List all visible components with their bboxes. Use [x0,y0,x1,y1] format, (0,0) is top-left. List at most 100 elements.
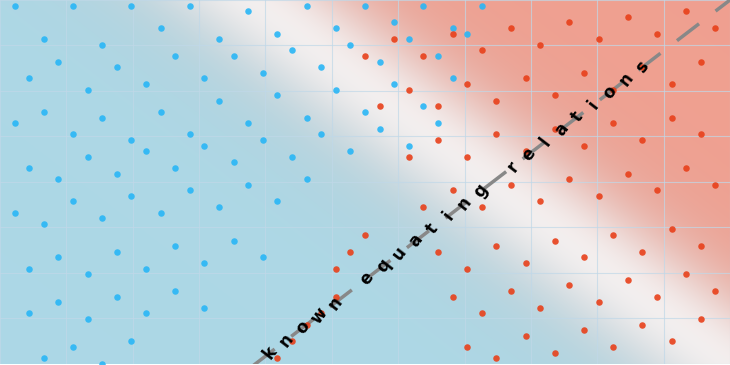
Point [257,137,269,143]
Point [607,87,619,92]
Point [695,316,707,322]
Point [578,254,590,260]
Point [257,254,269,260]
Point [38,36,50,42]
Text: n: n [275,330,297,350]
Point [710,182,721,188]
Point [476,47,488,53]
Point [67,3,79,8]
Point [199,260,210,266]
Point [315,64,327,70]
Point [23,76,35,81]
Text: r: r [503,158,523,175]
Point [520,333,531,339]
Text: l: l [537,134,554,149]
Point [549,238,561,243]
Point [38,355,50,361]
Point [520,148,531,154]
Point [388,36,400,42]
Point [330,25,342,31]
Point [461,31,473,36]
Point [155,109,166,115]
Point [213,204,225,210]
Point [38,221,50,227]
Point [505,25,517,31]
Point [140,148,152,154]
Point [432,120,444,126]
Point [23,266,35,272]
Text: a: a [405,231,426,251]
Point [140,81,152,87]
Point [534,42,546,48]
Point [578,70,590,76]
Point [169,53,181,59]
Point [53,176,64,182]
Point [651,294,663,300]
Point [666,81,677,87]
Point [169,288,181,294]
Point [403,143,415,149]
Point [213,36,225,42]
Point [447,31,458,36]
Point [272,31,283,36]
Point [403,87,415,92]
Text: n: n [324,293,345,313]
Point [82,154,93,160]
Point [491,355,502,361]
Point [257,70,269,76]
Point [111,170,123,176]
Point [286,154,298,160]
Point [447,187,458,193]
Point [67,131,79,137]
Point [403,154,415,160]
Point [666,227,677,233]
Point [126,3,137,8]
Point [199,76,210,81]
Text: i: i [439,208,457,224]
Point [53,254,64,260]
Point [476,3,488,8]
Point [242,120,254,126]
Point [155,25,166,31]
Point [38,109,50,115]
Point [67,199,79,204]
Point [228,53,239,59]
Point [418,103,429,109]
Point [520,260,531,266]
Point [286,47,298,53]
Point [53,59,64,65]
Point [680,165,692,171]
Point [301,322,312,327]
Point [651,31,663,36]
Point [9,3,20,8]
Point [461,81,473,87]
Text: o: o [599,82,620,102]
Point [564,283,575,288]
Text: o: o [292,318,313,338]
Point [534,199,546,204]
Point [432,249,444,255]
Point [53,299,64,305]
Point [96,215,108,221]
Point [330,87,342,92]
Point [447,76,458,81]
Point [359,53,371,59]
Point [710,25,721,31]
Point [111,249,123,255]
Point [301,3,312,8]
Point [184,187,196,193]
Point [607,232,619,238]
Point [695,131,707,137]
Point [345,148,356,154]
Point [491,131,502,137]
Point [607,120,619,126]
Point [593,36,604,42]
Point [637,137,648,143]
Point [549,92,561,98]
Point [388,19,400,25]
Point [461,344,473,350]
Text: q: q [372,255,394,276]
Point [418,204,429,210]
Point [564,176,575,182]
Point [505,182,517,188]
